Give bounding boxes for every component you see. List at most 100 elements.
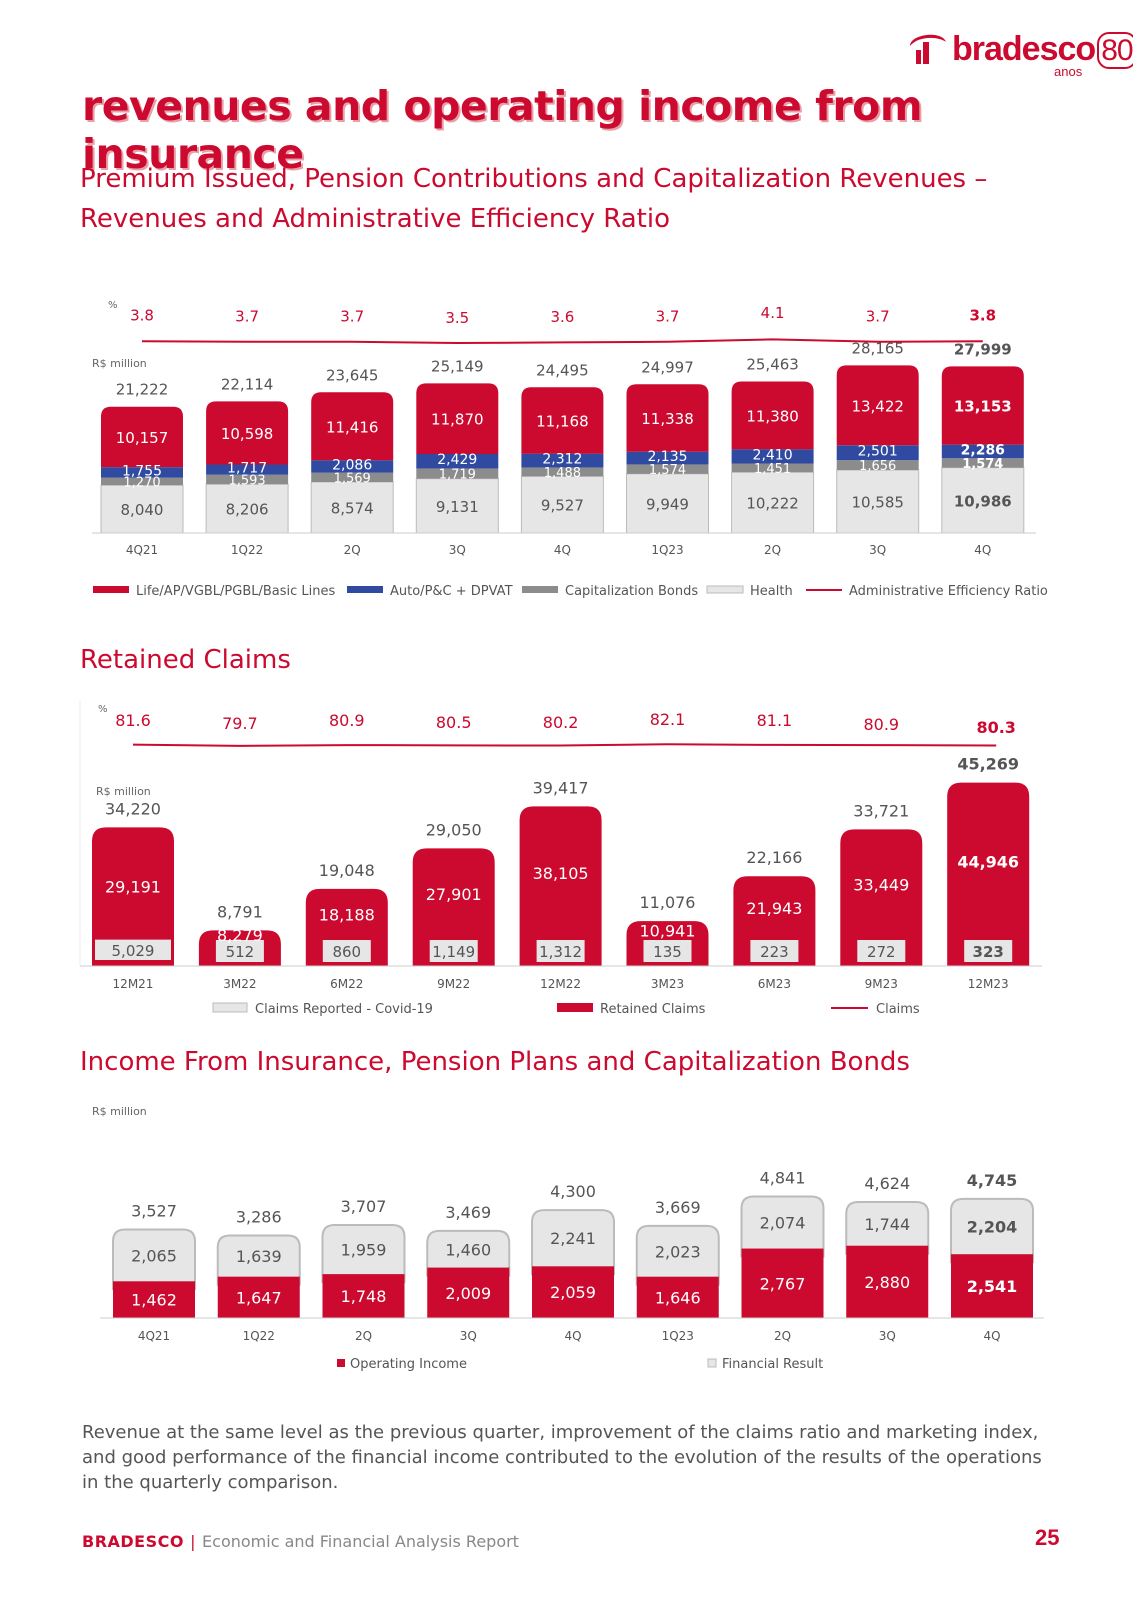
ratio-unit-label: %: [98, 704, 108, 715]
category-label: 4Q: [983, 1329, 1000, 1343]
bar-segment-auto-pc: [941, 444, 1024, 459]
ratio-unit-label: %: [108, 300, 118, 311]
legend-label: Auto/P&C + DPVAT: [390, 584, 513, 599]
legend-swatch: [347, 586, 383, 593]
category-label: 1Q23: [651, 543, 683, 557]
brand-name: bradesco: [952, 30, 1096, 68]
total-value-label: 3,469: [445, 1203, 491, 1222]
operating-income-label: 1,646: [655, 1288, 701, 1307]
ratio-value-label: 3.8: [130, 307, 154, 325]
value-unit-label: R$ million: [92, 1105, 147, 1118]
financial-result-label: 2,074: [760, 1214, 806, 1233]
retained-value-label: 29,191: [105, 878, 161, 897]
bar-segment-auto-pc: [311, 460, 394, 473]
total-value-label: 27,999: [954, 340, 1012, 358]
brand-number: 80: [1097, 32, 1133, 69]
capitalization-value-label: 1,574: [649, 463, 686, 478]
ratio-value-label: 3.6: [550, 308, 574, 326]
covid-value-label: 512: [226, 943, 255, 961]
bar-financial-result: [112, 1228, 196, 1291]
covid-value-label: 1,149: [432, 943, 475, 961]
bar-financial-result: [740, 1195, 825, 1258]
bar-segment-life: [206, 401, 289, 465]
bar-segment-life: [626, 384, 709, 452]
bar-financial-result: [216, 1234, 301, 1286]
total-value-label: 4,624: [864, 1174, 910, 1193]
category-label: 4Q21: [138, 1329, 170, 1343]
ratio-value-label: 3.7: [235, 307, 259, 325]
bar-segment-capitalization: [941, 458, 1024, 468]
bar-segment-health: [731, 471, 815, 534]
legend-swatch: [706, 585, 744, 594]
total-value-label: 24,997: [641, 358, 694, 376]
income-section-title: Income From Insurance, Pension Plans and…: [80, 1047, 910, 1077]
capitalization-value-label: 1,719: [439, 468, 476, 483]
value-unit-label: R$ million: [96, 785, 151, 798]
category-label: 6M23: [758, 977, 791, 991]
category-label: 4Q21: [126, 543, 158, 557]
bar-operating-income: [846, 1245, 929, 1318]
bar-financial-result: [845, 1200, 930, 1255]
legend-label: Health: [750, 584, 793, 599]
bar-retained-claims: [412, 848, 495, 966]
bar-operating-income: [427, 1267, 510, 1318]
ratio-value-label: 80.3: [976, 718, 1015, 737]
ratio-value-label: 3.7: [340, 307, 364, 325]
total-value-label: 22,166: [746, 848, 802, 867]
total-value-label: 45,269: [957, 755, 1019, 774]
footer: BRADESCO | Economic and Financial Analys…: [82, 1532, 519, 1551]
footer-brand: BRADESCO: [82, 1532, 184, 1551]
income-chart: R$ million 1,462 2,065 3,527 4Q21 1,647 1,639 3…: [92, 1105, 1044, 1372]
bar-covid-claims: [322, 940, 371, 962]
retained-value-label: 10,941: [640, 922, 696, 941]
bar-covid-claims: [95, 939, 171, 960]
legend-swatch: [93, 586, 129, 593]
bar-segment-auto-pc: [206, 464, 289, 475]
total-value-label: 25,463: [746, 355, 799, 373]
total-value-label: 4,745: [967, 1171, 1018, 1190]
page-title: revenues and operating income from insur…: [82, 82, 923, 178]
category-label: 2Q: [774, 1329, 791, 1343]
category-label: 4Q: [564, 1329, 581, 1343]
health-value-label: 9,527: [541, 497, 584, 515]
category-label: 3Q: [460, 1329, 477, 1343]
bar-segment-health: [836, 469, 920, 534]
legend-swatch: [557, 1003, 593, 1012]
premium-section-title: Premium Issued, Pension Contributions an…: [80, 164, 988, 234]
bar-segment-capitalization: [416, 468, 499, 479]
ratio-value-label: 3.7: [656, 307, 680, 325]
health-value-label: 8,574: [331, 499, 374, 517]
bar-covid-claims: [750, 940, 799, 962]
health-value-label: 9,949: [646, 495, 689, 513]
legend-label: Administrative Efficiency Ratio: [849, 584, 1048, 599]
total-value-label: 24,495: [536, 361, 589, 379]
total-value-label: 34,220: [105, 799, 161, 818]
operating-income-label: 2,059: [550, 1283, 596, 1302]
bar-retained-claims: [519, 806, 602, 966]
bar-segment-life: [416, 383, 499, 454]
bar-operating-income: [532, 1266, 614, 1318]
total-value-label: 3,707: [341, 1197, 387, 1216]
total-value-label: 4,841: [760, 1168, 806, 1187]
total-value-label: 8,791: [217, 902, 263, 921]
life-value-label: 11,380: [746, 407, 799, 425]
bar-segment-health: [626, 473, 709, 534]
bar-retained-claims: [947, 782, 1030, 966]
financial-result-label: 1,639: [236, 1247, 282, 1266]
capitalization-value-label: 1,451: [754, 462, 791, 477]
covid-value-label: 5,029: [112, 942, 155, 960]
covid-value-label: 272: [867, 943, 896, 961]
legend-label: Claims Reported - Covid-19: [255, 1002, 433, 1017]
legend-label: Capitalization Bonds: [565, 584, 698, 599]
financial-result-label: 2,023: [655, 1242, 701, 1261]
category-label: 2Q: [355, 1329, 372, 1343]
ratio-value-label: 79.7: [222, 714, 258, 733]
bar-segment-life: [731, 381, 814, 450]
bradesco-logo: bradesco 80 anos: [902, 20, 1133, 80]
bar-covid-claims: [964, 940, 1013, 962]
covid-value-label: 860: [332, 943, 361, 961]
total-value-label: 33,721: [853, 801, 909, 820]
bar-segment-auto-pc: [836, 445, 919, 461]
bar-financial-result: [950, 1197, 1034, 1264]
bar-segment-capitalization: [206, 474, 289, 485]
